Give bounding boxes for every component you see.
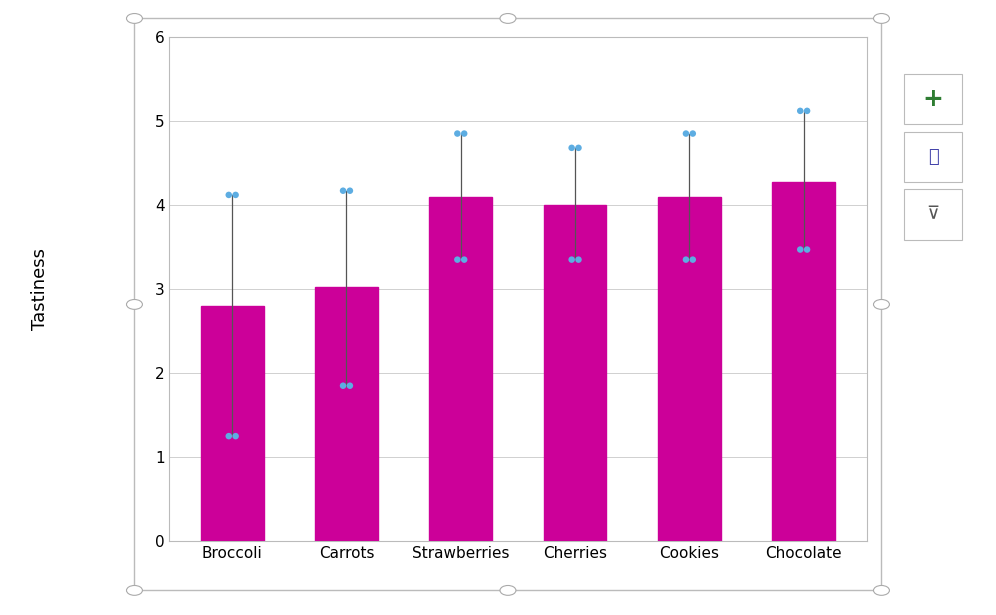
- Text: +: +: [923, 87, 943, 111]
- Point: [792, 245, 808, 255]
- Point: [456, 255, 472, 264]
- Point: [564, 143, 580, 153]
- Bar: [772, 182, 835, 541]
- Point: [228, 431, 244, 441]
- Point: [685, 129, 701, 138]
- Point: [792, 106, 808, 116]
- Point: [221, 190, 237, 200]
- Text: ⊽: ⊽: [926, 205, 940, 224]
- Point: [335, 381, 351, 391]
- Point: [335, 186, 351, 196]
- Text: Tastiness: Tastiness: [31, 248, 49, 330]
- Point: [449, 255, 465, 264]
- Bar: [544, 205, 607, 541]
- Bar: [201, 306, 264, 541]
- Point: [678, 129, 694, 138]
- Point: [342, 186, 358, 196]
- Point: [571, 143, 587, 153]
- Point: [449, 129, 465, 138]
- Bar: [315, 287, 377, 541]
- Point: [221, 431, 237, 441]
- Bar: [429, 197, 492, 541]
- Text: 🖌: 🖌: [928, 148, 938, 166]
- Point: [685, 255, 701, 264]
- Point: [799, 245, 815, 255]
- Point: [564, 255, 580, 264]
- Point: [799, 106, 815, 116]
- Point: [678, 255, 694, 264]
- Bar: [658, 197, 721, 541]
- Point: [456, 129, 472, 138]
- Point: [571, 255, 587, 264]
- Point: [228, 190, 244, 200]
- Point: [342, 381, 358, 391]
